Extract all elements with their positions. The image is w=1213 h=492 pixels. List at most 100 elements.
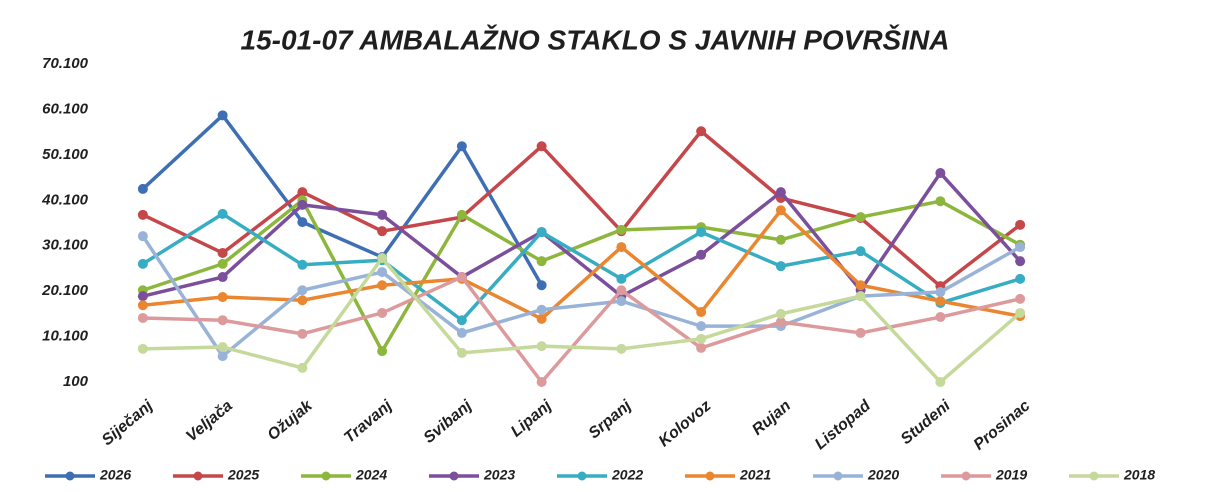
series-line [142, 256, 1022, 384]
legend-label: 2024 [355, 467, 387, 483]
data-point [696, 333, 707, 344]
data-point [217, 110, 228, 121]
data-point [1015, 219, 1026, 230]
data-point [935, 287, 946, 298]
data-point [456, 315, 467, 326]
data-point [855, 291, 866, 302]
data-point [855, 246, 866, 257]
data-point [137, 312, 148, 323]
data-point [855, 327, 866, 338]
legend-marker [705, 471, 715, 481]
data-point [297, 328, 308, 339]
y-tick-label: 50.100 [42, 146, 89, 163]
series-line [142, 129, 1022, 288]
series-line [141, 235, 1021, 358]
data-point [137, 300, 148, 311]
data-point [775, 308, 786, 319]
data-point [696, 126, 707, 137]
y-tick-label: 60.100 [42, 100, 89, 117]
data-point [616, 343, 627, 354]
data-point [775, 205, 786, 216]
data-point [855, 280, 866, 291]
data-point [297, 362, 308, 373]
data-point [935, 296, 946, 307]
data-point [217, 258, 228, 269]
data-point [1015, 307, 1026, 318]
data-point [696, 342, 707, 353]
data-point [297, 217, 308, 228]
data-point [377, 209, 388, 220]
data-point [536, 280, 547, 291]
legend-marker [321, 471, 331, 481]
series-line [142, 275, 1021, 384]
data-point [935, 196, 946, 207]
data-point [696, 249, 707, 260]
y-tick-label: 40.100 [41, 191, 89, 208]
chart-title: 15-01-07 AMBALAŽNO STAKLO S JAVNIH POVRŠ… [241, 23, 950, 55]
data-point [696, 307, 707, 318]
data-point [616, 273, 627, 284]
data-point [456, 327, 467, 338]
legend-marker [449, 471, 459, 481]
legend-label: 2025 [227, 467, 259, 483]
legend-marker [1089, 471, 1099, 481]
data-point [775, 317, 786, 328]
data-point [456, 209, 467, 220]
legend-label: 2026 [99, 467, 131, 483]
data-point [536, 377, 547, 387]
data-point [1015, 242, 1026, 253]
legend-label: 2021 [739, 467, 771, 483]
legend-label: 2020 [867, 467, 899, 483]
legend-marker [577, 471, 587, 481]
data-point [775, 187, 786, 198]
data-point [217, 247, 228, 258]
data-point [137, 209, 148, 220]
data-point [855, 212, 866, 223]
data-point [935, 377, 946, 387]
series-line [142, 198, 1021, 353]
data-point [616, 296, 627, 307]
data-point [456, 272, 467, 283]
legend-marker [193, 471, 203, 481]
data-point [456, 347, 467, 358]
legend-marker [833, 471, 843, 481]
series-line [141, 113, 544, 287]
data-point [297, 285, 308, 296]
data-point [137, 231, 148, 242]
data-point [137, 343, 148, 354]
data-point [377, 280, 388, 291]
y-tick-label: 10.100 [42, 328, 89, 345]
legend-label: 2019 [995, 467, 1027, 483]
series-line [142, 171, 1022, 298]
data-point [536, 256, 547, 267]
series-line [141, 212, 1021, 322]
data-point [217, 208, 228, 219]
data-point [616, 242, 627, 253]
data-point [137, 258, 148, 269]
y-tick-label: 100 [63, 373, 89, 390]
data-point [775, 261, 786, 272]
data-point [1015, 256, 1026, 267]
data-point [696, 321, 707, 332]
data-point [1015, 293, 1026, 304]
data-point [536, 227, 547, 238]
y-tick-label: 30.100 [42, 237, 89, 254]
data-point [935, 312, 946, 323]
data-point [297, 259, 308, 270]
data-point [377, 226, 388, 237]
data-point [137, 183, 148, 194]
data-point [696, 227, 707, 238]
data-point [377, 346, 388, 357]
data-point [217, 315, 228, 326]
data-point [297, 187, 308, 198]
legend-marker [961, 471, 971, 481]
legend-label: 2022 [611, 467, 643, 483]
data-point [536, 313, 547, 324]
y-tick-label: 70.100 [42, 55, 89, 72]
data-point [536, 304, 547, 315]
data-point [297, 295, 308, 306]
data-point [616, 224, 627, 235]
legend-marker [65, 471, 75, 481]
data-point [775, 234, 786, 245]
